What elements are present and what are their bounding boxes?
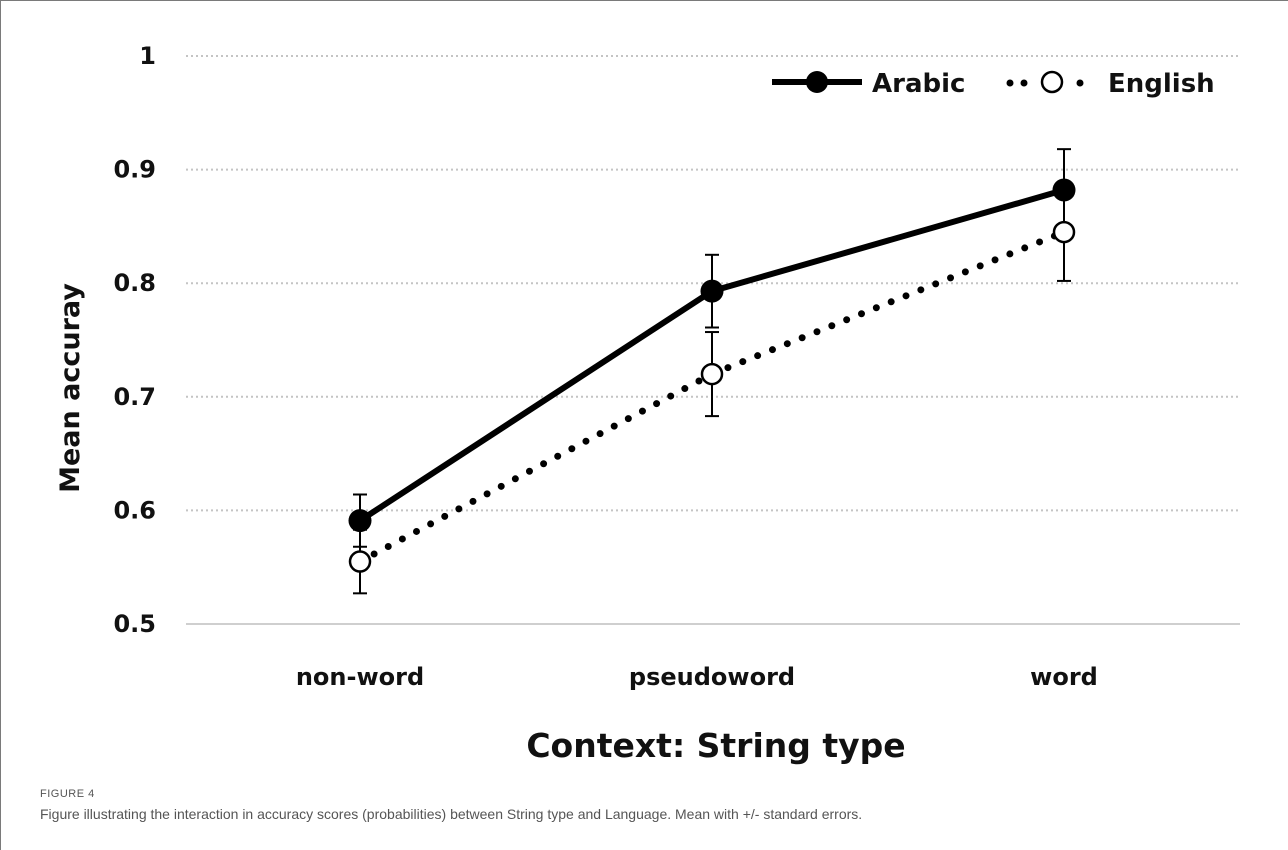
y-tick-label: 0.5 bbox=[113, 610, 156, 638]
legend-label-english: English bbox=[1108, 69, 1215, 99]
y-axis-title: Mean accuray bbox=[55, 283, 86, 493]
data-point-english bbox=[700, 362, 724, 386]
legend-swatch-english-dot bbox=[1006, 79, 1014, 87]
legend-swatch-english-dot bbox=[1020, 79, 1028, 87]
y-tick-label: 0.9 bbox=[113, 156, 156, 184]
y-tick-label: 0.6 bbox=[113, 496, 156, 524]
legend-swatch-english-dot bbox=[1076, 79, 1084, 87]
x-tick-label: pseudoword bbox=[629, 663, 795, 691]
y-tick-label: 0.8 bbox=[113, 269, 156, 297]
data-point-arabic bbox=[348, 509, 372, 533]
data-point-arabic bbox=[1052, 178, 1076, 202]
data-point-english bbox=[1052, 220, 1076, 244]
x-axis-title: Context: String type bbox=[526, 726, 905, 765]
line-chart: 0.50.60.70.80.91 non-word pseudoword word … bbox=[55, 42, 1240, 765]
legend-swatch-arabic-marker bbox=[806, 71, 828, 93]
figure-caption: Figure illustrating the interaction in a… bbox=[40, 806, 863, 822]
data-point-english bbox=[348, 550, 372, 573]
legend-label-arabic: Arabic bbox=[872, 69, 965, 99]
legend: Arabic English bbox=[772, 69, 1215, 99]
data-point-arabic bbox=[700, 279, 724, 303]
figure-label: FIGURE 4 bbox=[40, 788, 95, 800]
y-tick-label: 1 bbox=[139, 42, 156, 70]
y-tick-label: 0.7 bbox=[113, 383, 156, 411]
series-layer bbox=[348, 148, 1076, 595]
x-axis-ticks: non-word pseudoword word bbox=[296, 663, 1098, 691]
x-tick-label: word bbox=[1030, 663, 1098, 691]
legend-swatch-english-marker bbox=[1040, 70, 1064, 94]
y-axis-ticks: 0.5 0.6 0.7 0.8 0.9 1 bbox=[113, 42, 156, 638]
x-tick-label: non-word bbox=[296, 663, 424, 691]
